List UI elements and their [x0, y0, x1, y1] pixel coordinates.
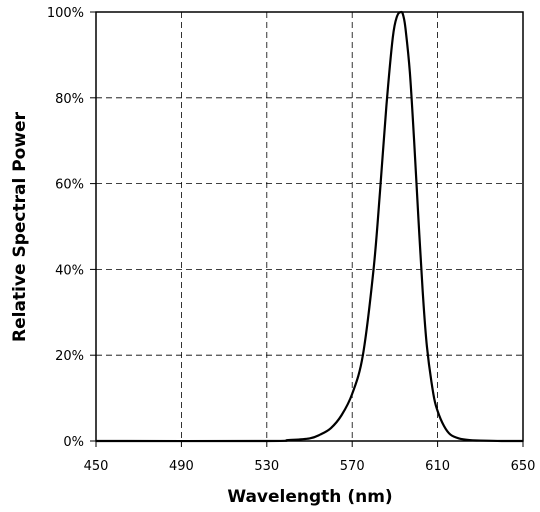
y-tick-label: 60%	[55, 178, 84, 193]
x-tick-label: 450	[84, 459, 109, 474]
y-tick-labels: 0% 20% 40% 60% 80% 100%	[47, 6, 96, 450]
x-tick-labels: 450 490 530 570 610 650	[84, 441, 536, 474]
y-tick-label: 80%	[55, 92, 84, 107]
y-axis-title: Relative Spectral Power	[10, 111, 30, 342]
y-tick-label: 100%	[47, 6, 84, 21]
x-tick-label: 610	[425, 459, 450, 474]
x-tick-label: 530	[254, 459, 279, 474]
y-tick-label: 40%	[55, 263, 84, 278]
y-tick-label: 0%	[63, 435, 84, 450]
x-tick-label: 490	[169, 459, 194, 474]
x-axis-title: Wavelength (nm)	[227, 487, 392, 507]
x-tick-label: 650	[511, 459, 536, 474]
plot-frame	[95, 11, 524, 442]
gridlines	[96, 12, 523, 441]
x-tick-label: 570	[340, 459, 365, 474]
series-layer	[95, 10, 524, 443]
spectral-power-curve	[95, 10, 524, 443]
y-tick-label: 20%	[55, 349, 84, 364]
